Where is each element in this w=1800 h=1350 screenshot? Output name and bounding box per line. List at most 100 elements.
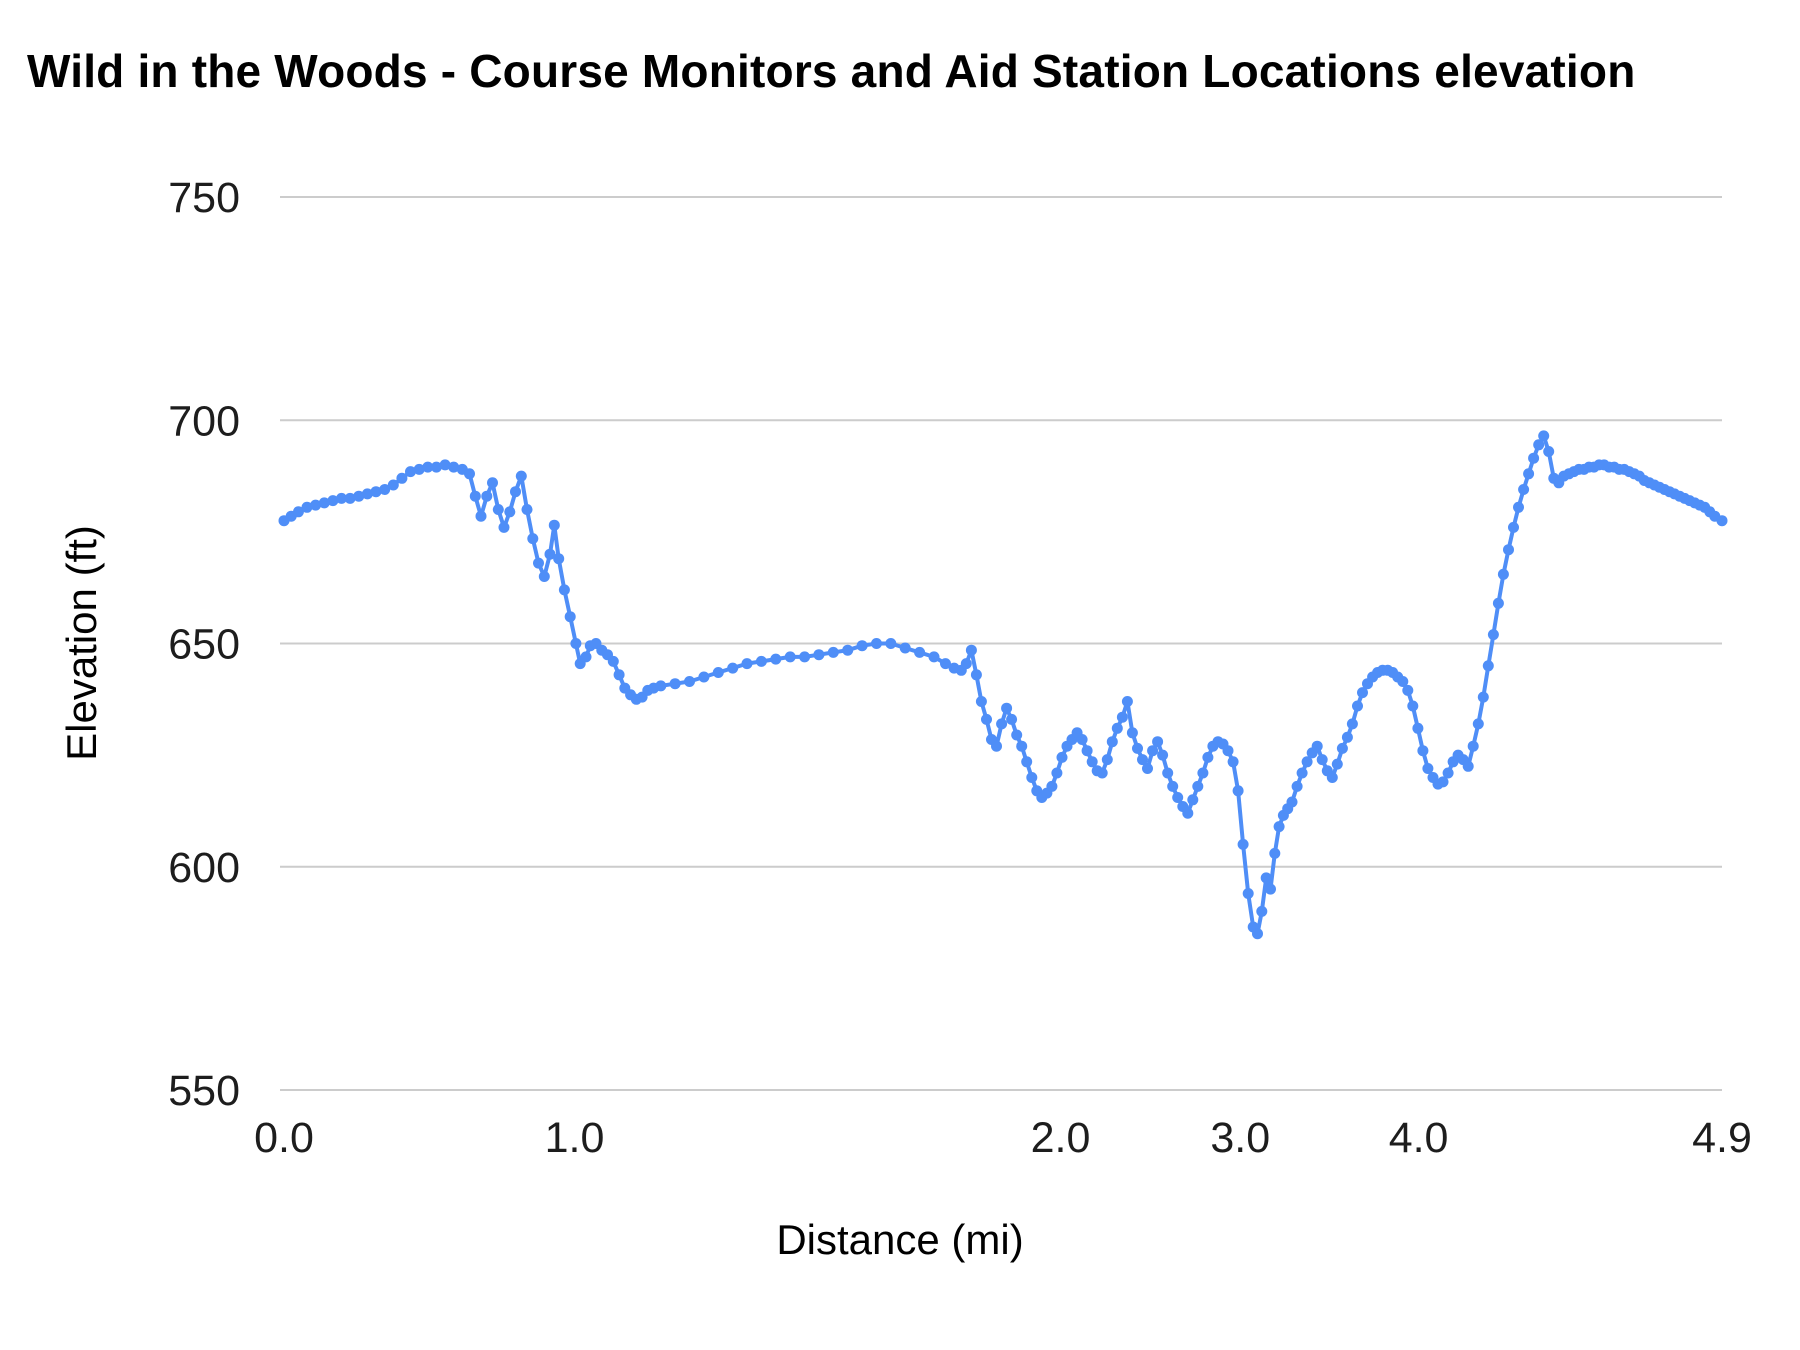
- data-point: [1412, 722, 1424, 734]
- data-point: [940, 658, 951, 670]
- data-point: [430, 461, 442, 473]
- data-point: [558, 584, 570, 596]
- data-point: [1260, 872, 1272, 884]
- x-axis-title: Distance (mi): [776, 1216, 1024, 1263]
- data-point: [1533, 439, 1545, 451]
- y-tick-label: 750: [168, 174, 240, 222]
- data-point: [1132, 742, 1143, 754]
- data-point: [1326, 772, 1338, 783]
- data-point: [1513, 501, 1524, 513]
- data-point: [1242, 888, 1254, 899]
- data-point: [1202, 751, 1214, 763]
- data-point: [515, 470, 527, 482]
- data-point: [827, 646, 839, 658]
- data-point: [1467, 740, 1479, 752]
- data-point: [842, 644, 854, 656]
- data-point: [712, 667, 724, 678]
- data-point: [1157, 749, 1169, 761]
- data-point: [564, 611, 576, 623]
- data-point: [448, 461, 460, 473]
- data-point: [1437, 776, 1449, 788]
- data-point: [1331, 758, 1343, 770]
- data-point: [492, 504, 504, 515]
- data-point: [1487, 629, 1499, 641]
- x-tick-label: 4.0: [1389, 1114, 1449, 1162]
- data-point: [1716, 515, 1728, 527]
- data-point: [1096, 767, 1108, 779]
- data-point: [1232, 785, 1244, 797]
- data-point: [1021, 756, 1033, 768]
- data-point: [1311, 740, 1323, 752]
- data-point: [741, 658, 753, 670]
- data-point: [301, 501, 313, 513]
- data-point: [856, 640, 868, 652]
- data-point: [1357, 687, 1368, 699]
- data-point: [1187, 794, 1199, 806]
- data-point: [1341, 731, 1353, 743]
- data-point: [698, 671, 710, 683]
- data-point: [655, 680, 667, 692]
- data-point: [1006, 713, 1018, 725]
- data-point: [970, 669, 982, 681]
- data-point: [914, 646, 926, 658]
- data-point: [548, 519, 560, 531]
- data-point: [344, 492, 356, 504]
- data-point: [1056, 751, 1068, 763]
- data-point: [527, 533, 539, 545]
- data-point: [1051, 767, 1063, 779]
- data-point: [379, 484, 391, 495]
- y-tick-label: 600: [168, 844, 240, 892]
- data-point: [755, 655, 767, 667]
- data-point: [1301, 756, 1313, 768]
- data-point: [1086, 756, 1098, 768]
- data-point: [405, 466, 416, 478]
- data-point: [684, 676, 695, 687]
- data-point: [464, 468, 475, 480]
- data-point: [1011, 729, 1023, 741]
- x-tick-label: 2.0: [1031, 1114, 1091, 1162]
- data-point: [1407, 700, 1419, 712]
- data-point: [1001, 702, 1013, 714]
- data-point: [469, 490, 481, 502]
- data-point: [544, 548, 556, 560]
- data-point: [1182, 807, 1194, 819]
- data-point: [1256, 905, 1268, 917]
- data-point: [1397, 676, 1409, 687]
- data-point: [318, 497, 330, 509]
- data-point: [813, 649, 825, 661]
- data-point: [510, 486, 521, 498]
- y-tick-label: 550: [168, 1067, 240, 1115]
- data-point: [1142, 763, 1153, 774]
- data-point: [1422, 763, 1434, 774]
- data-point: [336, 492, 347, 504]
- data-point: [1137, 754, 1148, 766]
- data-point: [1111, 722, 1123, 734]
- data-point: [1167, 780, 1179, 792]
- data-point: [1497, 568, 1509, 580]
- data-point: [1346, 718, 1358, 730]
- data-point: [965, 644, 977, 656]
- data-point: [498, 521, 510, 533]
- data-point: [1291, 780, 1303, 792]
- data-point: [1252, 928, 1263, 940]
- data-point: [475, 510, 487, 522]
- data-point: [580, 651, 592, 663]
- data-point: [996, 718, 1008, 730]
- data-point: [991, 740, 1002, 752]
- data-point: [607, 655, 619, 667]
- data-point: [1101, 754, 1113, 766]
- data-point: [1477, 691, 1489, 703]
- data-point: [310, 499, 322, 511]
- data-point: [487, 477, 498, 489]
- data-point: [1286, 796, 1298, 808]
- data-point: [553, 553, 565, 565]
- x-tick-label: 4.9: [1692, 1114, 1752, 1162]
- data-point: [613, 669, 625, 681]
- data-point: [1402, 684, 1414, 696]
- data-point: [1523, 468, 1535, 480]
- data-point: [439, 459, 451, 471]
- data-point: [327, 495, 339, 507]
- data-point: [1126, 727, 1138, 739]
- data-point: [770, 653, 782, 665]
- data-point: [669, 678, 681, 690]
